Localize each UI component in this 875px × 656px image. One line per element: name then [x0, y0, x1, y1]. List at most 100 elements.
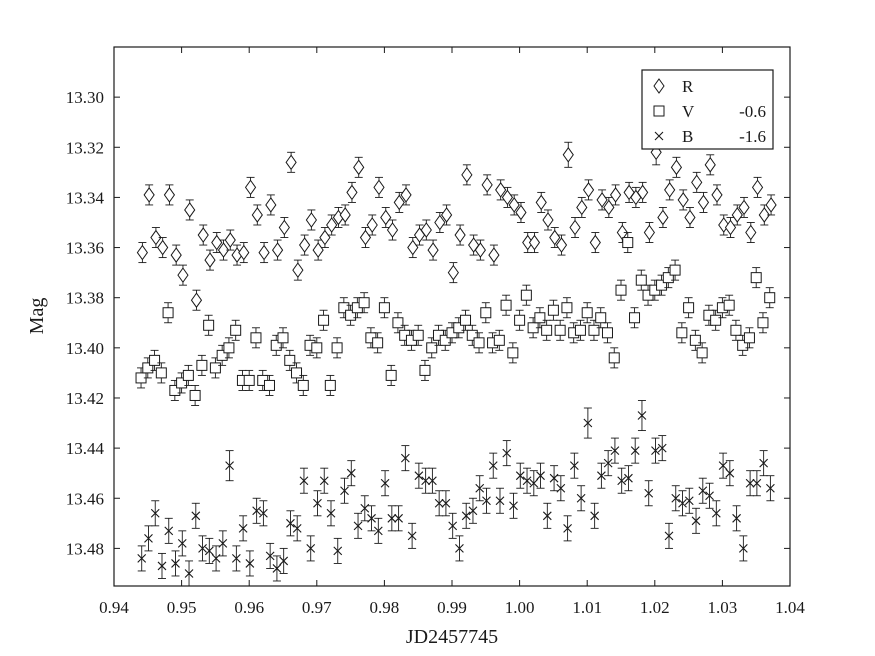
data-point-R: [562, 146, 574, 163]
data-point-B: [164, 526, 174, 536]
data-point-B: [360, 503, 370, 513]
data-point-B: [414, 471, 424, 481]
data-point-R: [481, 177, 493, 193]
data-point-R: [664, 182, 676, 198]
data-point-V: [297, 379, 309, 391]
data-point-B: [279, 556, 289, 566]
data-point-V: [696, 347, 708, 359]
data-point-V: [622, 237, 634, 249]
data-point-R: [163, 187, 176, 203]
data-point-B: [644, 488, 654, 498]
data-point-R: [461, 166, 473, 183]
data-point-B: [549, 473, 559, 483]
data-point-B: [482, 496, 491, 506]
data-point-V: [263, 379, 275, 391]
data-point-V: [203, 319, 215, 331]
data-point-V: [689, 334, 701, 346]
data-point-B: [725, 468, 735, 478]
data-point-B: [407, 531, 417, 541]
data-point-R: [657, 209, 669, 226]
data-point-R: [197, 227, 209, 243]
data-point-B: [400, 453, 410, 463]
data-point-B: [637, 411, 647, 420]
x-tick-label: 0.94: [99, 598, 129, 617]
data-point-B: [475, 483, 485, 493]
data-point-V: [757, 317, 769, 329]
data-point-B: [617, 476, 627, 486]
data-point-R: [474, 242, 487, 258]
data-point-R: [380, 209, 392, 226]
data-point-V: [730, 324, 742, 336]
data-point-R: [143, 187, 155, 203]
data-point-B: [245, 559, 255, 568]
data-point-V: [534, 312, 546, 324]
data-point-B: [144, 533, 153, 543]
plot-area: [135, 139, 777, 587]
data-point-B: [238, 523, 248, 533]
axis-ticks: 0.94 0.95 0.96 0.97 0.98 0.99 1.00 1.01 1.02 1.03…: [66, 47, 805, 617]
data-point-R: [366, 217, 378, 233]
data-point-B: [468, 506, 478, 516]
data-point-V: [473, 337, 485, 349]
data-point-B: [367, 513, 376, 523]
data-point-V: [460, 314, 472, 326]
data-point-B: [671, 493, 681, 503]
series-B: [137, 400, 775, 587]
data-point-R: [339, 207, 351, 223]
y-tick-label: 13.46: [66, 489, 104, 508]
data-point-R: [440, 207, 453, 223]
data-point-R: [393, 194, 405, 211]
data-point-B: [380, 478, 390, 488]
legend-marker-V: [653, 105, 665, 117]
data-point-V: [723, 299, 735, 311]
data-point-B: [333, 546, 343, 556]
data-point-R: [420, 222, 432, 238]
data-point-B: [394, 513, 403, 523]
data-point-B: [509, 501, 518, 511]
data-point-V: [656, 279, 668, 291]
y-tick-label: 13.30: [66, 88, 104, 107]
data-point-V: [338, 302, 350, 314]
data-point-V: [318, 314, 330, 326]
data-point-V: [574, 324, 586, 336]
data-point-V: [169, 384, 181, 396]
data-point-B: [597, 471, 606, 481]
data-point-B: [387, 513, 397, 523]
data-point-V: [142, 362, 154, 374]
x-tick-label: 1.02: [640, 598, 670, 617]
data-point-R: [400, 187, 412, 203]
data-point-B: [272, 564, 282, 573]
data-point-V: [392, 317, 404, 329]
data-point-V: [385, 369, 397, 381]
data-point-R: [238, 244, 250, 261]
data-point-R: [691, 174, 703, 191]
data-point-B: [664, 531, 674, 541]
data-point-R: [637, 184, 649, 201]
data-point-R: [515, 204, 527, 221]
legend: RV -0.6 B -1.6: [641, 69, 774, 150]
series-V: [135, 232, 776, 406]
data-point-R: [704, 156, 716, 173]
data-point-B: [718, 461, 728, 471]
data-point-R: [745, 224, 757, 241]
data-point-B: [313, 498, 322, 508]
data-point-R: [136, 244, 149, 261]
data-point-V: [750, 272, 762, 284]
data-point-B: [299, 476, 309, 486]
data-point-B: [252, 506, 262, 516]
data-point-V: [162, 307, 174, 319]
legend-label-B: B: [682, 127, 693, 146]
data-point-R: [697, 194, 710, 211]
data-point-V: [737, 339, 749, 351]
data-point-V: [662, 272, 674, 284]
data-point-R: [488, 247, 500, 263]
data-point-R: [353, 159, 365, 176]
data-point-R: [643, 224, 656, 241]
data-point-B: [705, 491, 714, 501]
y-tick-label: 13.38: [66, 289, 104, 308]
data-point-B: [766, 483, 775, 493]
x-tick-label: 0.96: [234, 598, 264, 617]
data-point-B: [495, 496, 505, 506]
data-point-V: [378, 302, 390, 314]
data-point-V: [230, 324, 242, 336]
